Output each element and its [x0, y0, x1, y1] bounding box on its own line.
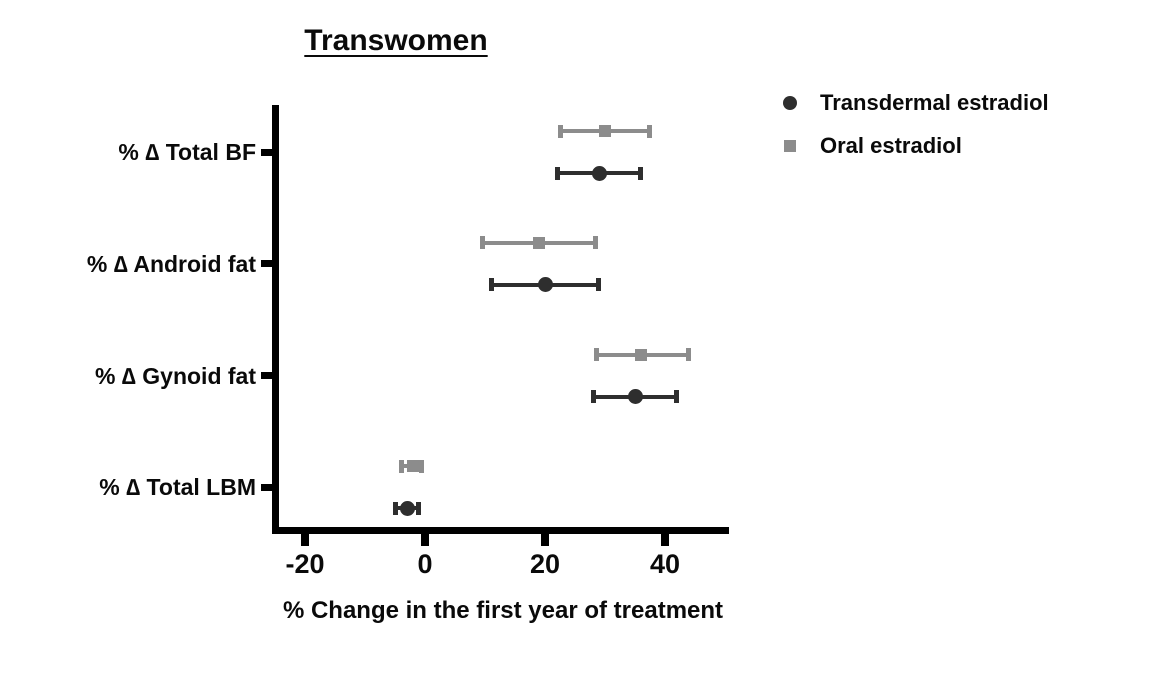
x-axis-tick	[421, 533, 429, 546]
legend-label-oral: Oral estradiol	[820, 133, 962, 158]
error-bar-cap-left	[594, 348, 599, 362]
error-bar-cap-left	[393, 501, 398, 515]
category-tick	[261, 260, 272, 268]
data-point-marker	[399, 500, 415, 516]
error-bar-cap-left	[489, 278, 494, 292]
category-label: % ∆ Total BF	[118, 139, 256, 165]
legend-circle-marker-icon	[783, 96, 797, 110]
x-axis-tick	[301, 533, 309, 546]
x-axis-tick	[541, 533, 549, 546]
error-bar-cap-right	[674, 390, 679, 404]
x-axis-line	[272, 527, 729, 534]
data-point-marker	[599, 125, 611, 137]
error-bar-cap-right	[686, 348, 691, 362]
x-tick-label: -20	[285, 549, 325, 579]
legend-label-transdermal: Transdermal estradiol	[820, 90, 1049, 115]
data-point-marker	[627, 389, 643, 405]
error-bar-cap-right	[638, 166, 643, 180]
category-label: % ∆ Gynoid fat	[94, 362, 256, 389]
chart-title: Transwomen	[304, 24, 488, 57]
x-tick-label: 40	[649, 549, 681, 579]
x-axis-tick	[661, 533, 669, 546]
error-bar-cap-right	[596, 278, 601, 292]
category-label: % ∆ Android fat	[86, 250, 256, 277]
y-axis-line	[272, 105, 279, 534]
x-tick-label: 20	[529, 549, 561, 579]
error-bar-cap-left	[591, 390, 596, 404]
data-point-marker	[635, 348, 647, 361]
category-tick	[261, 372, 272, 380]
x-tick-label: 0	[417, 549, 433, 579]
data-point-marker	[533, 236, 545, 249]
error-bar-cap-left	[399, 459, 404, 473]
data-point-marker	[537, 277, 553, 293]
category-label: % ∆ Total LBM	[99, 474, 256, 501]
error-bar-cap-right	[419, 459, 424, 473]
error-bar-cap-right	[593, 236, 598, 250]
error-bar-cap-right	[416, 501, 421, 515]
error-bar-cap-right	[647, 124, 652, 138]
legend-square-marker-icon	[784, 140, 796, 152]
category-tick	[261, 148, 272, 156]
x-axis-label: % Change in the first year of treatment	[282, 597, 724, 624]
data-point-marker	[591, 165, 607, 181]
error-bar-cap-left	[555, 166, 560, 180]
error-bar-cap-left	[558, 124, 563, 138]
data-point-marker	[407, 460, 419, 473]
error-bar-cap-left	[480, 236, 485, 250]
category-tick	[261, 483, 272, 491]
